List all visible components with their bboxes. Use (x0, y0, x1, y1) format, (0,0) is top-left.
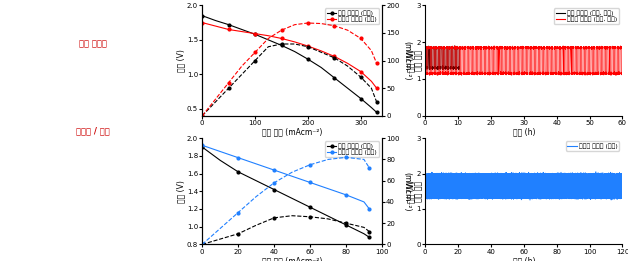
Legend: 액상 전해질 (저온), 반죽형 전해질 (저온): 액상 전해질 (저온), 반죽형 전해질 (저온) (325, 141, 379, 157)
Y-axis label: 전력 밀도
(mWcm⁻²): 전력 밀도 (mWcm⁻²) (403, 41, 422, 80)
Y-axis label: 전압 (V): 전압 (V) (406, 180, 415, 203)
X-axis label: 전류 밀도 (mAcm⁻²): 전류 밀도 (mAcm⁻²) (262, 256, 322, 261)
Legend: 반죽형 전해질 (저온): 반죽형 전해질 (저온) (566, 141, 619, 151)
Y-axis label: 전압 (V): 전압 (V) (176, 180, 185, 203)
Y-axis label: 전력 밀도
(mWcm⁻²): 전력 밀도 (mWcm⁻²) (403, 171, 422, 211)
Y-axis label: 전압 (V): 전압 (V) (406, 49, 415, 72)
Legend: 액상 전해질 (저습, 상온), 반죽형 전해질 (저습, 상온): 액상 전해질 (저습, 상온), 반죽형 전해질 (저습, 상온) (554, 8, 619, 24)
X-axis label: 전류 밀도 (mAcm⁻²): 전류 밀도 (mAcm⁻²) (262, 127, 322, 136)
Y-axis label: 전압 (V): 전압 (V) (176, 49, 185, 72)
X-axis label: 시간 (h): 시간 (h) (512, 256, 535, 261)
Text: 반죽 전해질: 반죽 전해질 (78, 39, 107, 48)
Legend: 액상 전해질 (상온), 반죽형 전해질 (상온): 액상 전해질 (상온), 반죽형 전해질 (상온) (325, 8, 379, 24)
Text: 공기극 / 아연: 공기극 / 아연 (76, 126, 109, 135)
X-axis label: 시간 (h): 시간 (h) (512, 127, 535, 136)
